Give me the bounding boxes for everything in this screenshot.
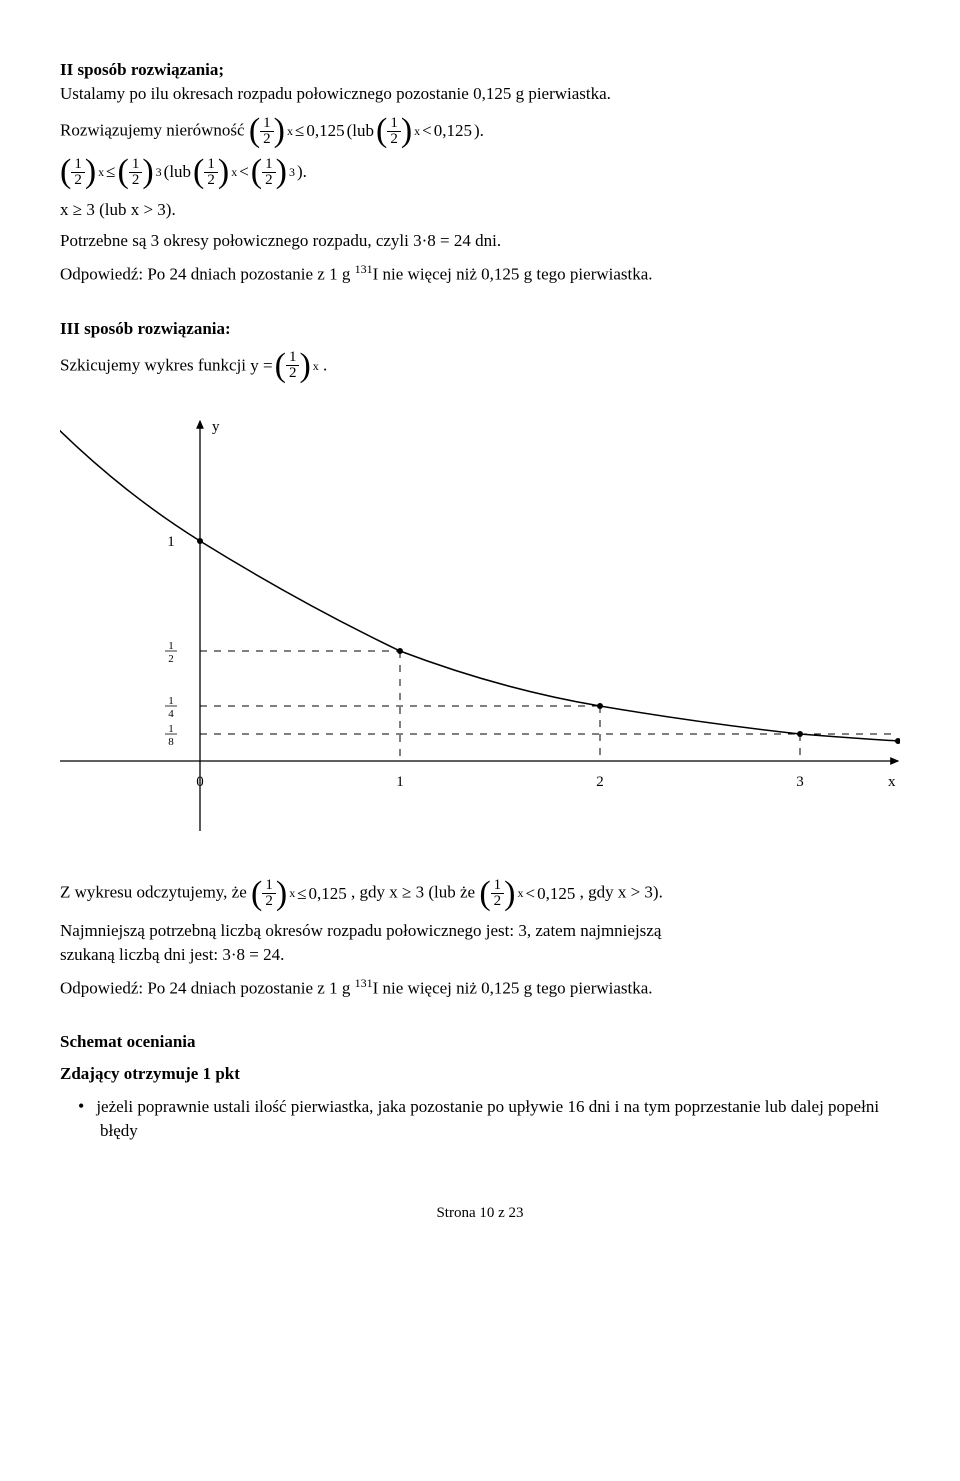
- zdajacy-title: Zdający otrzymuje 1 pkt: [60, 1062, 900, 1086]
- svg-text:y: y: [212, 419, 220, 435]
- inequality-line-2: 12x ≤ 123 (lub 12x < 123 ).: [60, 157, 900, 188]
- schemat-title: Schemat oceniania: [60, 1030, 900, 1054]
- answer-1: Odpowiedź: Po 24 dniach pozostanie z 1 g…: [60, 261, 900, 286]
- smallest-line-1: Najmniejszą potrzebną liczbą okresów roz…: [60, 919, 900, 943]
- svg-text:2: 2: [596, 774, 604, 790]
- section-ii-text: Ustalamy po ilu okresach rozpadu połowic…: [60, 84, 611, 103]
- periods-needed: Potrzebne są 3 okresy połowicznego rozpa…: [60, 229, 900, 253]
- svg-text:4: 4: [168, 708, 174, 720]
- page-footer: Strona 10 z 23: [60, 1203, 900, 1224]
- smallest-line-2: szukaną liczbą dni jest: 3·8 = 24.: [60, 943, 900, 967]
- sketch-line: Szkicujemy wykres funkcji y = 12x .: [60, 350, 900, 381]
- svg-text:0: 0: [196, 774, 204, 790]
- svg-text:3: 3: [796, 774, 804, 790]
- svg-text:1: 1: [168, 695, 174, 707]
- answer-2: Odpowiedź: Po 24 dniach pozostanie z 1 g…: [60, 975, 900, 1000]
- x-condition: x ≥ 3 (lub x > 3).: [60, 198, 900, 222]
- svg-text:1: 1: [168, 640, 174, 652]
- inequality-line-1: Rozwiązujemy nierówność 12x ≤ 0,125 (lub…: [60, 116, 900, 147]
- svg-text:1: 1: [167, 534, 175, 550]
- bullet-item: jeżeli poprawnie ustali ilość pierwiastk…: [100, 1094, 900, 1143]
- svg-text:x: x: [888, 774, 896, 790]
- exponential-chart: 11214180123xy: [60, 411, 900, 838]
- bullet-list: jeżeli poprawnie ustali ilość pierwiastk…: [60, 1094, 900, 1143]
- svg-text:8: 8: [168, 736, 174, 748]
- section-iii-title: III sposób rozwiązania:: [60, 317, 900, 341]
- section-ii-title: II sposób rozwiązania; Ustalamy po ilu o…: [60, 58, 900, 106]
- svg-text:1: 1: [396, 774, 404, 790]
- read-from-graph: Z wykresu odczytujemy, że 12x ≤ 0,125 , …: [60, 878, 900, 909]
- svg-text:2: 2: [168, 653, 174, 665]
- svg-text:1: 1: [168, 723, 174, 735]
